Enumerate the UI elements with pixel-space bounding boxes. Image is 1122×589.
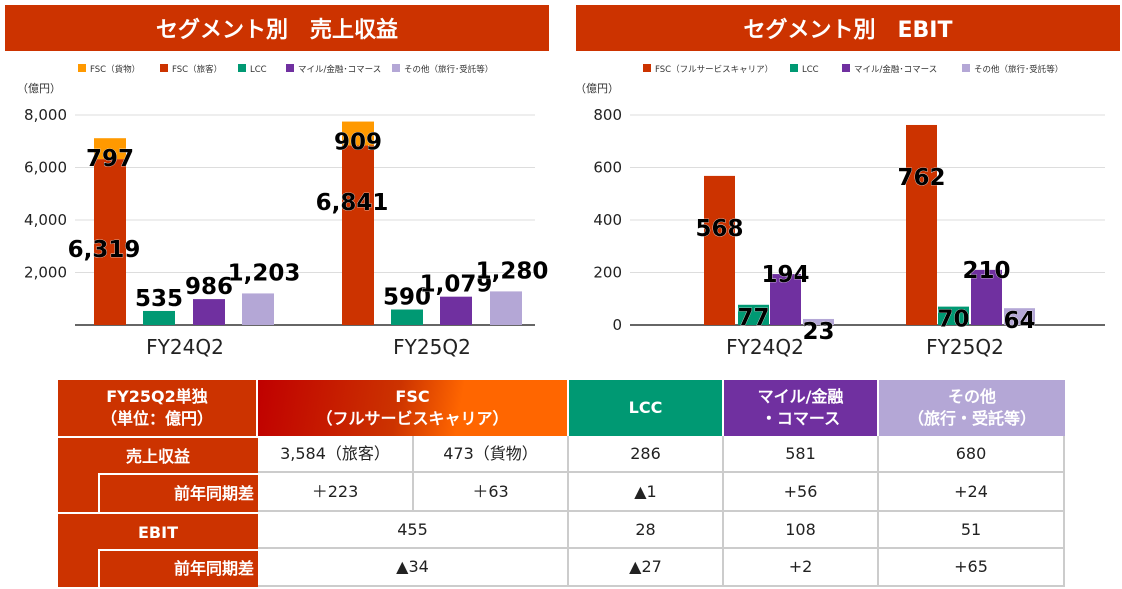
legend-label: FSC（旅客）: [172, 64, 222, 75]
ebit-chart-title: セグメント別 EBIT: [576, 5, 1120, 51]
data-label: 909: [334, 130, 382, 156]
legend-label: LCC: [250, 65, 267, 75]
cell-revenue-diff-lcc: ▲1: [569, 473, 724, 512]
data-label: 64: [1003, 308, 1035, 334]
y-tick-label: 200: [593, 264, 622, 282]
bar: [440, 296, 472, 325]
y-tick-label: 4,000: [24, 211, 67, 229]
bar: [193, 299, 225, 325]
data-label: 210: [962, 258, 1010, 284]
table-corner: FY25Q2単独 （単位：億円）: [58, 380, 258, 436]
bar-fsc-cargo: [342, 121, 374, 146]
data-label: 568: [695, 216, 743, 242]
legend-label: その他（旅行･受託等）: [974, 64, 1063, 75]
legend-swatch: [392, 64, 400, 72]
cell-revenue-diff-other: +24: [879, 473, 1065, 512]
legend-label: その他（旅行･受託等）: [404, 64, 493, 75]
data-label: 986: [185, 274, 233, 300]
data-label: 23: [802, 319, 834, 345]
data-label: 70: [937, 307, 969, 333]
y-tick-label: 0: [612, 316, 622, 334]
data-label: 194: [761, 262, 809, 288]
data-label: 1,203: [228, 260, 301, 286]
cell-revenue-diff-fsc-passenger: ＋223: [258, 473, 414, 512]
cell-ebit-diff-other: +65: [879, 549, 1065, 587]
y-axis-unit: （億円）: [575, 82, 619, 95]
bar: [770, 274, 801, 325]
cell-revenue-diff-fsc-cargo: ＋63: [414, 473, 569, 512]
legend-swatch: [160, 64, 168, 72]
legend-swatch: [286, 64, 294, 72]
cell-ebit-diff-mile: +2: [724, 549, 879, 587]
data-label: 1,079: [420, 272, 493, 298]
data-label: 797: [86, 146, 134, 172]
cell-revenue-other: 680: [879, 436, 1065, 473]
data-label: 77: [737, 305, 769, 331]
cell-ebit-fsc: 455: [258, 512, 569, 549]
y-tick-label: 8,000: [24, 106, 67, 124]
bar: [490, 291, 522, 325]
legend-swatch: [643, 64, 651, 72]
cell-revenue-fsc-cargo: 473（貨物）: [414, 436, 569, 473]
cell-ebit-other: 51: [879, 512, 1065, 549]
legend-swatch: [962, 64, 970, 72]
charts: （億円） 2,000 4,000 6,000 8,000 FY24Q2 FY25Q2 FSC（…: [17, 64, 1105, 359]
header-mile: マイル/金融 ・コマース: [724, 380, 879, 436]
cell-revenue-lcc: 286: [569, 436, 724, 473]
bar: [1004, 308, 1035, 325]
legend-label: LCC: [802, 65, 819, 75]
legend-swatch: [842, 64, 850, 72]
header-lcc: LCC: [569, 380, 724, 436]
row-ebit-diff-label: 前年同期差: [98, 549, 258, 587]
x-tick-label: FY25Q2: [926, 335, 1004, 359]
cell-ebit-diff-fsc: ▲34: [258, 549, 569, 587]
data-label: 590: [383, 285, 431, 311]
cell-ebit-lcc: 28: [569, 512, 724, 549]
bar: [143, 310, 175, 325]
data-label: 535: [135, 286, 183, 312]
x-tick-label: FY25Q2: [393, 335, 471, 359]
bar: [971, 269, 1002, 325]
bar-fsc-passenger: [342, 145, 374, 325]
legend-swatch: [790, 64, 798, 72]
cell-ebit-mile: 108: [724, 512, 879, 549]
x-tick-label: FY24Q2: [726, 335, 804, 359]
cell-revenue-fsc-passenger: 3,584（旅客）: [258, 436, 414, 473]
data-label: 1,280: [476, 258, 549, 284]
y-tick-label: 6,000: [24, 159, 67, 177]
cell-revenue-mile: 581: [724, 436, 879, 473]
data-label: 6,841: [316, 190, 389, 216]
revenue-chart-title: セグメント別 売上収益: [5, 5, 549, 51]
bar-fsc-passenger: [94, 159, 126, 325]
bar: [938, 306, 969, 325]
legend-label: FSC（フルサービスキャリア）: [655, 64, 773, 75]
y-tick-label: 800: [593, 106, 622, 124]
legend-label: FSC（貨物）: [90, 64, 140, 75]
header-other: その他 （旅行・受託等）: [879, 380, 1065, 436]
legend-swatch: [78, 64, 86, 72]
data-label: 762: [897, 165, 945, 191]
y-axis-unit: （億円）: [17, 82, 61, 95]
cell-revenue-diff-mile: +56: [724, 473, 879, 512]
bar-fsc-cargo: [94, 138, 126, 160]
bar: [906, 124, 937, 325]
row-revenue-diff-label: 前年同期差: [98, 473, 258, 512]
x-tick-label: FY24Q2: [146, 335, 224, 359]
header-fsc: FSC （フルサービスキャリア）: [258, 380, 569, 436]
bar: [738, 304, 769, 325]
data-label: 6,319: [68, 237, 141, 263]
y-tick-label: 400: [593, 211, 622, 229]
legend-swatch: [238, 64, 246, 72]
bar: [391, 309, 423, 325]
y-tick-label: 2,000: [24, 264, 67, 282]
legend-label: マイル/金融･コマース: [854, 64, 937, 75]
legend-label: マイル/金融･コマース: [298, 64, 381, 75]
cell-ebit-diff-lcc: ▲27: [569, 549, 724, 587]
bar: [242, 293, 274, 325]
bar: [803, 318, 834, 325]
y-tick-label: 600: [593, 159, 622, 177]
bar: [704, 175, 735, 325]
